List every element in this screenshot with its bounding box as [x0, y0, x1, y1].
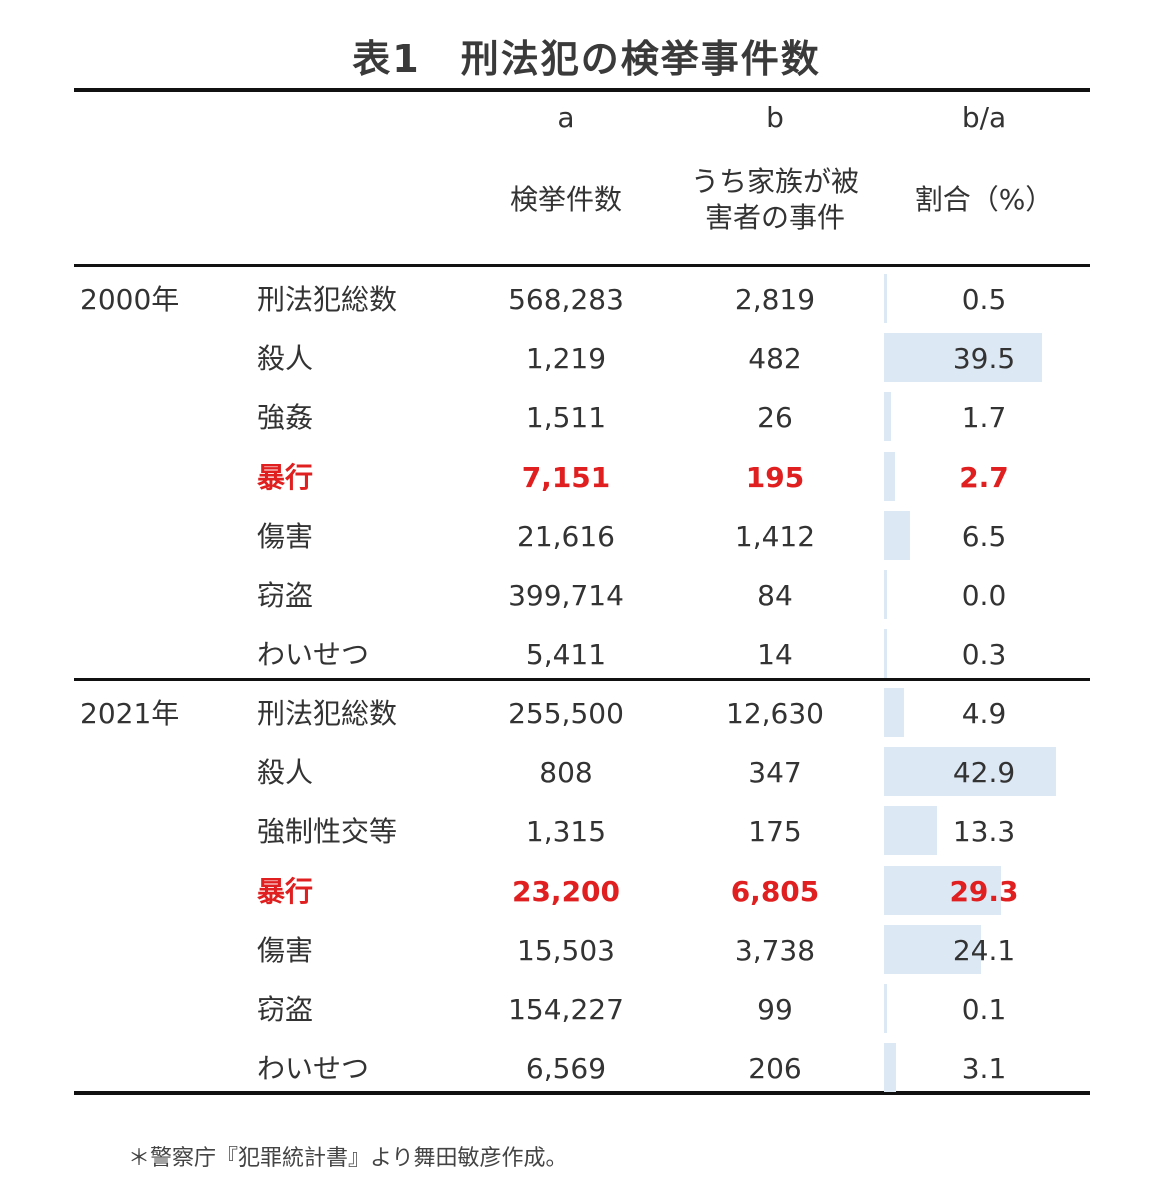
- family-victim-count: 14: [757, 638, 793, 672]
- family-victim-count: 3,738: [734, 933, 816, 967]
- arrest-count: 7,151: [521, 460, 611, 494]
- crime-name: 傷害: [257, 933, 314, 967]
- arrest-count: 1,511: [525, 401, 607, 435]
- table-row: 強姦 1,511 26 1.7: [0, 388, 1173, 447]
- table-row: 傷害 21,616 1,412 6.5: [0, 507, 1173, 566]
- top-rule: [74, 88, 1090, 92]
- ratio-value: 3.1: [961, 1052, 1007, 1086]
- ratio-value: 0.3: [961, 638, 1007, 672]
- table-row: わいせつ 6,569 206 3.1: [0, 1039, 1173, 1098]
- table-row: 2000年 刑法犯総数 568,283 2,819 0.5: [0, 270, 1173, 329]
- family-victim-count: 195: [745, 460, 805, 494]
- family-victim-count: 175: [748, 815, 802, 849]
- family-victim-count: 1,412: [734, 519, 816, 553]
- family-victim-count: 12,630: [726, 697, 824, 730]
- ratio-value: 42.9: [952, 756, 1016, 790]
- family-victim-count: 26: [757, 401, 793, 435]
- crime-name: 刑法犯総数: [257, 283, 398, 316]
- table-row: 窃盗 399,714 84 0.0: [0, 566, 1173, 625]
- col-b-label-line2: 害者の事件: [704, 201, 845, 234]
- ratio-value: 0.5: [961, 283, 1007, 316]
- col-a-label: 検挙件数: [509, 183, 622, 216]
- crime-name: 殺人: [257, 342, 314, 376]
- crime-name: 窃盗: [257, 993, 314, 1026]
- family-victim-count: 347: [748, 756, 802, 790]
- ratio-bar: [884, 865, 1002, 915]
- crime-name: 殺人: [257, 756, 314, 790]
- table-row: 殺人 808 347 42.9: [0, 743, 1173, 802]
- table-row: 暴行 23,200 6,805 29.3: [0, 862, 1173, 921]
- ratio-value: 4.9: [961, 697, 1007, 730]
- arrest-count: 154,227: [508, 993, 624, 1026]
- source-note: ＊警察庁『犯罪統計書』より舞田敏彦作成。: [128, 1146, 568, 1171]
- ratio-value: 0.1: [961, 993, 1007, 1026]
- arrest-count: 23,200: [511, 874, 621, 908]
- group-separator-rule: [74, 678, 1090, 681]
- crime-name: 強制性交等: [257, 815, 398, 849]
- ratio-bar: [884, 806, 938, 856]
- family-victim-count: 99: [757, 993, 793, 1026]
- year-label: 2000年: [80, 283, 180, 316]
- ratio-bar: [884, 688, 904, 737]
- arrest-count: 568,283: [508, 283, 624, 316]
- arrest-count: 5,411: [525, 638, 607, 672]
- header-rule: [74, 264, 1090, 267]
- table-row: 窃盗 154,227 99 0.1: [0, 980, 1173, 1039]
- ratio-bar: [884, 570, 887, 619]
- bottom-rule: [74, 1091, 1090, 1095]
- col-b-letter: b: [766, 101, 784, 134]
- arrest-count: 1,315: [525, 815, 607, 849]
- ratio-value: 6.5: [961, 519, 1007, 553]
- arrest-count: 255,500: [508, 697, 624, 730]
- ratio-bar: [884, 333, 1043, 383]
- year-label: 2021年: [80, 697, 180, 730]
- table-row: 殺人 1,219 482 39.5: [0, 329, 1173, 388]
- col-ratio-letter: b/a: [961, 101, 1007, 134]
- ratio-value: 0.0: [961, 579, 1007, 612]
- arrest-count: 21,616: [517, 519, 615, 553]
- family-victim-count: 206: [748, 1052, 802, 1086]
- family-victim-count: 482: [748, 342, 802, 376]
- arrest-count: 808: [539, 756, 593, 790]
- ratio-bar: [884, 392, 891, 442]
- crime-name: わいせつ: [257, 638, 370, 672]
- ratio-bar: [884, 984, 887, 1033]
- ratio-value: 1.7: [961, 401, 1007, 435]
- table-row: 2021年 刑法犯総数 255,500 12,630 4.9: [0, 684, 1173, 743]
- ratio-value: 24.1: [952, 933, 1016, 967]
- table-row: 傷害 15,503 3,738 24.1: [0, 921, 1173, 980]
- ratio-bar: [884, 924, 981, 974]
- crime-name: 傷害: [257, 519, 314, 553]
- crime-name: 強姦: [257, 401, 314, 435]
- table-row: 暴行 7,151 195 2.7: [0, 448, 1173, 507]
- table-row: 強制性交等 1,315 175 13.3: [0, 802, 1173, 861]
- arrest-count: 1,219: [525, 342, 607, 376]
- crime-name: 刑法犯総数: [257, 697, 398, 730]
- family-victim-count: 2,819: [734, 283, 816, 316]
- ratio-bar: [884, 1043, 897, 1093]
- family-victim-count: 6,805: [730, 874, 820, 908]
- ratio-value: 29.3: [949, 874, 1019, 908]
- arrest-count: 6,569: [525, 1052, 607, 1086]
- crime-name: 暴行: [257, 874, 314, 908]
- ratio-bar: [884, 451, 895, 501]
- col-a-letter: a: [557, 101, 575, 134]
- col-ratio-label: 割合（%）: [914, 183, 1054, 216]
- ratio-bar: [884, 629, 887, 679]
- table-title: 表1 刑法犯の検挙事件数: [352, 37, 821, 81]
- arrest-count: 15,503: [517, 933, 615, 967]
- ratio-value: 39.5: [952, 342, 1016, 376]
- crime-name: わいせつ: [257, 1052, 370, 1086]
- family-victim-count: 84: [757, 579, 793, 612]
- ratio-value: 2.7: [959, 460, 1009, 494]
- table-row: わいせつ 5,411 14 0.3: [0, 625, 1173, 684]
- ratio-bar: [884, 510, 911, 560]
- ratio-value: 13.3: [952, 815, 1016, 849]
- arrest-count: 399,714: [508, 579, 624, 612]
- crime-name: 窃盗: [257, 579, 314, 612]
- ratio-bar: [884, 747, 1056, 797]
- ratio-bar: [884, 274, 887, 323]
- col-b-label-line1: うち家族が被: [690, 165, 859, 198]
- crime-name: 暴行: [257, 460, 314, 494]
